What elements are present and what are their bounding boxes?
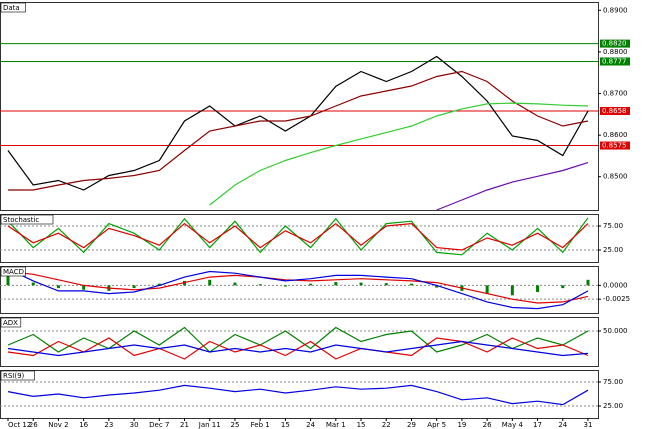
histogram-bar — [56, 285, 60, 289]
x-tick-label: Nov 2 — [48, 421, 68, 429]
level-label: 0.8777 — [602, 57, 627, 65]
histogram-bar — [510, 285, 514, 296]
y-tick-label: 75.00 — [603, 222, 623, 230]
x-tick-label: Dec 7 — [149, 421, 169, 429]
series-line — [7, 55, 589, 191]
y-tick-label: 0.8900 — [603, 6, 628, 14]
x-tick-label: 16 — [79, 421, 88, 429]
x-tick-label: 30 — [130, 421, 139, 429]
histogram-bar — [586, 279, 590, 286]
y-tick-label: 50.000 — [603, 327, 628, 335]
y-tick-label: -0.0025 — [603, 295, 630, 303]
x-tick-label: Apr 5 — [427, 421, 446, 429]
histogram-bar — [384, 283, 388, 286]
x-tick-label: May 4 — [502, 421, 524, 429]
histogram-bar — [561, 285, 565, 289]
x-tick-label: 23 — [104, 421, 113, 429]
histogram-bar — [334, 282, 338, 286]
histogram-bar — [6, 274, 10, 286]
series-line — [8, 70, 589, 191]
series-line — [209, 102, 589, 206]
x-tick-label: 25 — [230, 421, 239, 429]
series-line — [436, 162, 589, 211]
panel-title: Data — [3, 4, 20, 12]
y-tick-label: 25.00 — [603, 246, 623, 254]
panel-title-box — [0, 2, 26, 13]
panel-title: RSI(9) — [3, 372, 25, 380]
y-tick-label: 0.8800 — [603, 48, 628, 56]
histogram-bar — [283, 285, 287, 287]
panel-frame — [0, 2, 599, 211]
y-tick-label: 75.00 — [603, 378, 623, 386]
level-badge — [600, 106, 630, 115]
histogram-bar — [31, 282, 35, 286]
x-tick-label: 19 — [457, 421, 466, 429]
histogram-bar — [536, 285, 540, 292]
x-tick-label: 31 — [584, 421, 593, 429]
histogram-bar — [409, 283, 413, 286]
histogram-bar — [233, 282, 237, 286]
histogram-bar — [258, 284, 262, 286]
level-badge — [600, 57, 630, 66]
panel-title-box — [0, 266, 26, 277]
y-tick-label: 0.8500 — [603, 173, 628, 181]
panel-frame — [0, 370, 599, 419]
panel-frame — [0, 214, 599, 263]
x-tick-label: 26 — [29, 421, 38, 429]
level-badge — [600, 39, 630, 48]
x-tick-label: 15 — [281, 421, 290, 429]
panel-title-box — [0, 370, 35, 381]
panel-frame — [0, 266, 599, 314]
histogram-bar — [309, 283, 313, 286]
x-tick-label: 15 — [357, 421, 366, 429]
x-tick-label: Jan 11 — [198, 421, 221, 429]
series-line — [7, 326, 589, 353]
series-line — [7, 340, 589, 357]
x-tick-label: Oct 12 — [8, 421, 31, 429]
x-tick-label: Feb 1 — [251, 421, 270, 429]
histogram-bar — [157, 283, 161, 286]
panel-frame — [0, 317, 599, 367]
panel-title-box — [0, 214, 54, 225]
histogram-bar — [132, 285, 136, 289]
histogram-bar — [208, 279, 212, 286]
series-line — [7, 384, 589, 406]
x-tick-label: 21 — [180, 421, 189, 429]
y-tick-label: 25.00 — [603, 402, 623, 410]
y-tick-label: 0.8700 — [603, 90, 628, 98]
histogram-bar — [359, 282, 363, 286]
panel-title: Stochastic — [3, 216, 39, 224]
histogram-bar — [435, 285, 439, 288]
histogram-bar — [485, 285, 489, 294]
x-tick-label: 24 — [306, 421, 315, 429]
panel-title-box — [0, 317, 22, 328]
level-label: 0.8820 — [602, 40, 627, 48]
x-tick-label: 24 — [558, 421, 567, 429]
x-tick-label: Mar 1 — [326, 421, 346, 429]
level-label: 0.8658 — [602, 107, 627, 115]
x-tick-label: 22 — [382, 421, 391, 429]
x-tick-label: 26 — [483, 421, 492, 429]
series-line — [7, 337, 589, 360]
x-tick-label: 17 — [533, 421, 542, 429]
panel-title: MACD — [3, 268, 24, 276]
level-label: 0.8575 — [602, 142, 627, 150]
y-tick-label: 0.0000 — [603, 281, 628, 289]
x-tick-label: 29 — [407, 421, 416, 429]
panel-title: ADX — [3, 319, 18, 327]
series-line — [7, 268, 589, 310]
series-line — [7, 222, 589, 251]
level-badge — [600, 141, 630, 150]
histogram-bar — [82, 285, 86, 290]
y-tick-label: 0.8600 — [603, 131, 628, 139]
